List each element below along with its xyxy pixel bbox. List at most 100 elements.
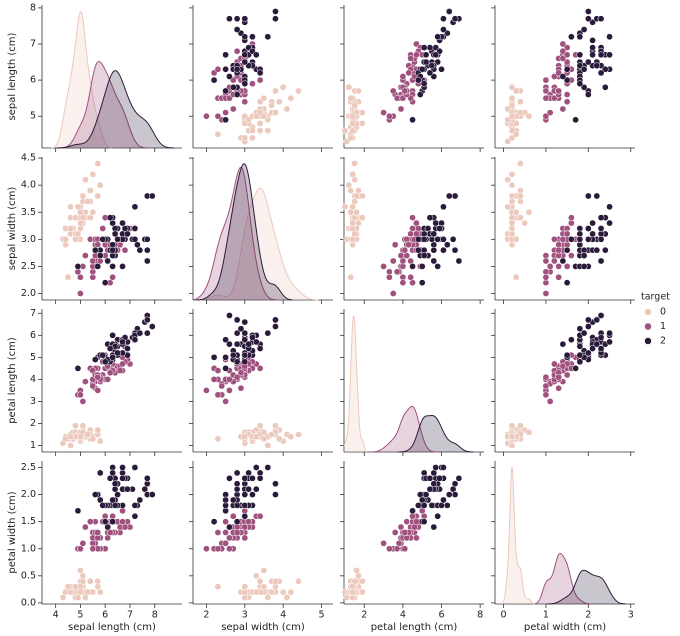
scatter-point	[249, 127, 256, 135]
scatter-point	[451, 480, 459, 488]
scatter-point	[226, 340, 233, 348]
scatter-point	[559, 340, 567, 348]
scatter-point	[349, 588, 357, 596]
scatter-point	[597, 214, 605, 222]
scatter-point	[252, 433, 260, 441]
scatter-point	[109, 273, 116, 281]
scatter-point	[546, 398, 554, 405]
scatter-point	[233, 358, 241, 366]
y-tick-label: 5	[30, 111, 36, 122]
scatter-point	[89, 435, 97, 443]
x-tick-label: 2	[203, 610, 209, 621]
scatter-point	[559, 362, 567, 370]
scatter-point	[434, 512, 442, 520]
scatter-point	[64, 273, 72, 281]
kde-area	[193, 167, 277, 300]
scatter-point	[420, 252, 428, 259]
y-tick-label: 0.5	[21, 570, 36, 581]
scatter-point	[386, 545, 393, 553]
scatter-point	[555, 263, 562, 270]
scatter-point	[521, 219, 529, 227]
scatter-point	[222, 365, 229, 372]
scatter-point	[62, 235, 69, 243]
scatter-point	[74, 365, 82, 372]
scatter-point	[237, 325, 245, 333]
scatter-point	[222, 496, 229, 504]
scatter-point	[106, 214, 114, 222]
scatter-point	[233, 47, 241, 55]
scatter-point	[420, 44, 428, 51]
scatter-point	[214, 435, 222, 443]
scatter-point	[438, 65, 445, 73]
scatter-point	[287, 94, 295, 102]
scatter-point	[347, 187, 355, 194]
scatter-point	[525, 208, 533, 216]
scatter-point	[576, 358, 584, 366]
y-tick-label: 3	[30, 396, 36, 407]
scatter-point	[606, 329, 613, 337]
scatter-point	[589, 18, 596, 26]
scatter-point	[252, 112, 260, 120]
scatter-point	[440, 203, 447, 211]
scatter-point	[111, 502, 119, 509]
scatter-point	[295, 87, 302, 95]
scatter-point	[77, 290, 84, 297]
scatter-point	[59, 594, 67, 601]
panel	[340, 157, 484, 304]
y-tick-label: 3.0	[21, 234, 36, 245]
scatter-point	[131, 512, 139, 520]
y-tick-label: 1.0	[21, 543, 36, 554]
scatter-point	[241, 120, 249, 127]
scatter-point	[430, 523, 438, 531]
scatter-point	[295, 431, 302, 438]
scatter-point	[241, 80, 249, 88]
scatter-point	[229, 351, 237, 359]
scatter-point	[82, 176, 89, 184]
scatter-point	[119, 219, 126, 227]
scatter-point	[210, 376, 218, 383]
legend-label: 1	[660, 321, 666, 332]
scatter-point	[407, 55, 414, 62]
scatter-point	[268, 588, 275, 596]
scatter-point	[264, 127, 272, 135]
scatter-point	[72, 583, 79, 591]
scatter-point	[440, 15, 447, 23]
scatter-point	[445, 8, 453, 15]
scatter-point	[94, 160, 102, 167]
scatter-point	[260, 435, 268, 443]
scatter-point	[414, 235, 422, 243]
scatter-point	[106, 529, 114, 536]
scatter-point	[420, 518, 428, 526]
kde-area	[344, 315, 367, 452]
scatter-point	[203, 387, 210, 394]
scatter-point	[555, 69, 562, 77]
scatter-point	[517, 98, 524, 106]
scatter-point	[559, 235, 567, 243]
kde-line	[371, 405, 437, 453]
scatter-point	[568, 336, 575, 344]
y-axis-label: sepal width (cm)	[7, 187, 18, 271]
scatter-point	[440, 246, 447, 254]
x-tick-label: 6	[102, 610, 108, 621]
scatter-point	[79, 214, 87, 222]
scatter-point	[101, 279, 109, 287]
scatter-point	[349, 120, 357, 127]
scatter-point	[351, 198, 358, 205]
scatter-point	[210, 518, 218, 526]
y-axis-label: petal length (cm)	[7, 337, 18, 424]
x-tick-label: 3	[242, 610, 248, 621]
scatter-point	[341, 127, 349, 135]
scatter-point	[349, 170, 357, 178]
scatter-point	[237, 369, 245, 377]
scatter-point	[109, 469, 116, 477]
scatter-point	[517, 214, 524, 222]
scatter-point	[559, 55, 567, 62]
kde-line	[60, 60, 148, 149]
scatter-point	[89, 257, 97, 265]
scatter-point	[393, 545, 401, 553]
scatter-point	[508, 170, 516, 178]
scatter-point	[241, 523, 249, 531]
scatter-point	[551, 94, 558, 102]
scatter-point	[111, 230, 119, 238]
